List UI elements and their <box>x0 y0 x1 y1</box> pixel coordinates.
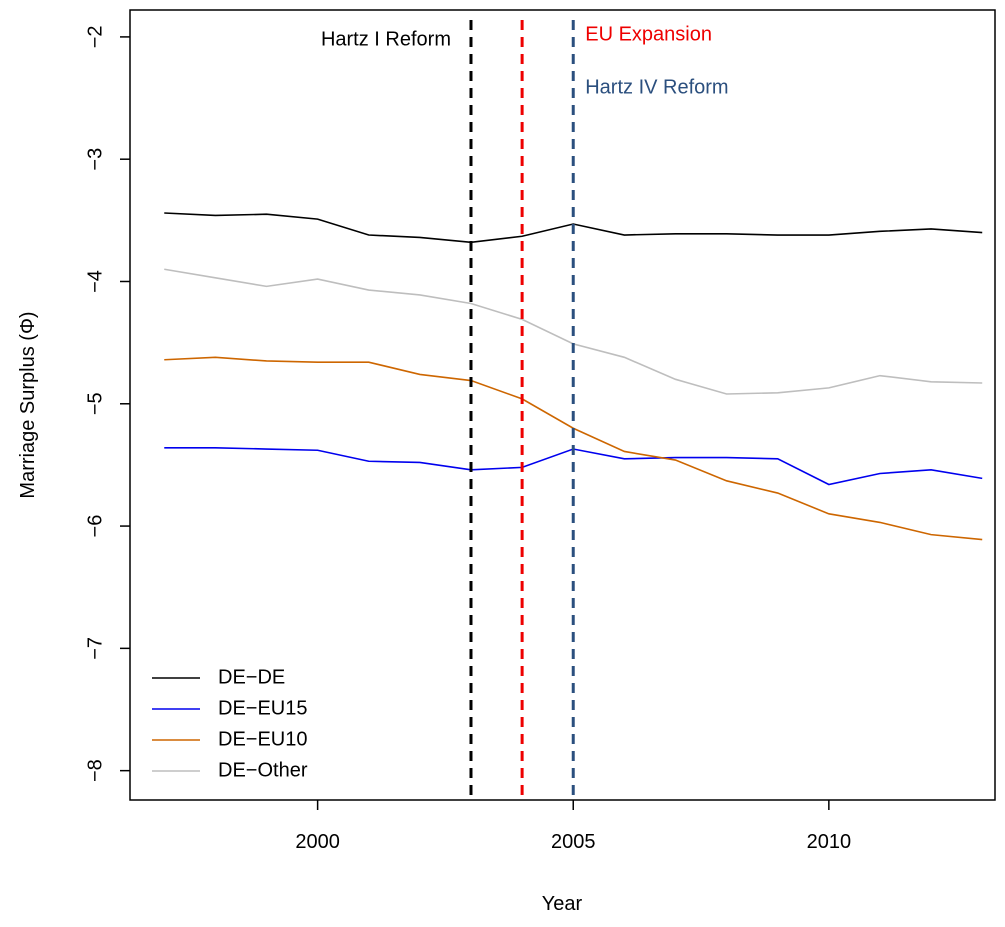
x-tick-label: 2010 <box>807 831 852 853</box>
event-label: Hartz IV Reform <box>585 76 728 98</box>
legend-label: DE−Other <box>218 759 308 781</box>
legend-label: DE−DE <box>218 666 285 688</box>
y-tick-label: −7 <box>84 637 106 660</box>
y-tick-label: −5 <box>84 392 106 415</box>
y-tick-label: −3 <box>84 148 106 171</box>
y-tick-label: −2 <box>84 25 106 48</box>
y-tick-label: −8 <box>84 759 106 782</box>
event-label: Hartz I Reform <box>321 28 451 50</box>
event-label: EU Expansion <box>585 23 712 45</box>
y-tick-label: −6 <box>84 515 106 538</box>
x-axis-label: Year <box>542 893 583 915</box>
y-axis-label: Marriage Surplus (Φ) <box>17 311 39 498</box>
y-tick-label: −4 <box>84 270 106 293</box>
legend-label: DE−EU15 <box>218 697 308 719</box>
plot-frame <box>129 9 996 801</box>
x-tick-label: 2005 <box>551 831 596 853</box>
legend-label: DE−EU10 <box>218 728 308 750</box>
x-tick-label: 2000 <box>295 831 340 853</box>
